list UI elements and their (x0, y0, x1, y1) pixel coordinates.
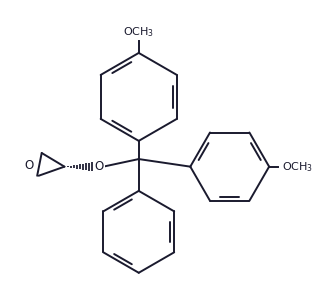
Text: O: O (95, 160, 104, 173)
Text: OCH$_3$: OCH$_3$ (282, 160, 313, 174)
Text: OCH$_3$: OCH$_3$ (123, 25, 155, 39)
Text: O: O (24, 159, 33, 172)
